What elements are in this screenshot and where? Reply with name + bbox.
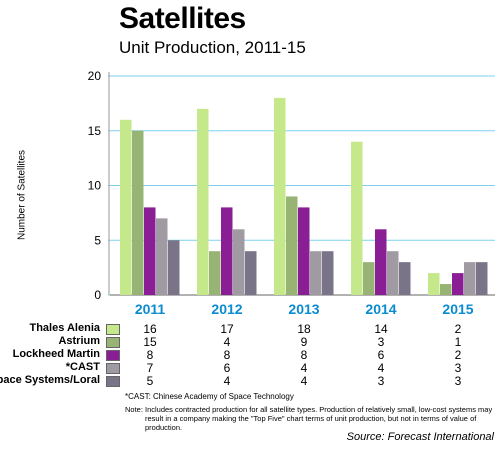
bar	[387, 251, 399, 295]
bar	[274, 97, 286, 296]
chart-subtitle: Unit Production, 2011-15	[119, 38, 306, 57]
table-cell: 3	[454, 374, 462, 388]
bar	[168, 240, 180, 295]
x-tick-label: 2015	[442, 301, 473, 317]
table-row: Thales Alenia 16 17 18 14 2	[0, 322, 500, 336]
bar	[428, 273, 440, 295]
bar	[476, 262, 488, 295]
bar	[375, 229, 387, 295]
table-cell: 1	[454, 335, 462, 349]
bar	[286, 196, 298, 295]
bar	[120, 119, 132, 295]
legend-swatch	[106, 376, 120, 387]
table-cell: 7	[146, 361, 154, 375]
table-cell: 4	[300, 361, 308, 375]
bar	[233, 229, 245, 295]
table-row: Astrium 15 4 9 3 1	[0, 335, 500, 349]
table-cell: 3	[377, 335, 385, 349]
table-cell: 3	[454, 361, 462, 375]
bar	[245, 251, 257, 295]
legend-swatch	[106, 350, 120, 361]
chart-title: Satellites	[119, 2, 246, 35]
table-cell: 16	[143, 322, 157, 336]
table-cell: 2	[454, 322, 462, 336]
table-cell: 4	[223, 374, 231, 388]
table-cell: 4	[300, 374, 308, 388]
legend-swatch	[106, 337, 120, 348]
bar	[399, 262, 411, 295]
note-label: Note:	[125, 405, 143, 414]
bar	[464, 262, 476, 295]
note: Note: Includes contracted production for…	[125, 405, 495, 432]
table-cell: 4	[223, 335, 231, 349]
x-tick-label: 2013	[288, 301, 319, 317]
legend-swatch	[106, 324, 120, 335]
y-tick-label: 15	[88, 124, 102, 138]
y-tick-label: 5	[94, 233, 101, 247]
legend-swatch	[106, 363, 120, 374]
table-cell: 5	[146, 374, 154, 388]
table-cell: 9	[300, 335, 308, 349]
bar	[209, 251, 221, 295]
table-cell: 3	[377, 374, 385, 388]
table-cell: 6	[377, 348, 385, 362]
table-row: *CAST 7 6 4 4 3	[0, 361, 500, 375]
legend-label: Thales Alenia	[29, 322, 100, 334]
table-row: Lockheed Martin 8 8 8 6 2	[0, 348, 500, 362]
bar	[144, 207, 156, 295]
bar	[156, 218, 168, 295]
x-tick-label: 2014	[365, 301, 396, 317]
footnote: *CAST: Chinese Academy of Space Technolo…	[125, 392, 294, 401]
table-cell: 15	[143, 335, 157, 349]
bar	[132, 130, 144, 295]
table-row: Space Systems/Loral 5 4 4 3 3	[0, 374, 500, 388]
x-tick-label: 2011	[135, 301, 166, 317]
bar	[298, 207, 310, 295]
bar	[363, 262, 375, 295]
table-cell: 4	[377, 361, 385, 375]
table-cell: 14	[374, 322, 388, 336]
bar-chart: 0 5 10 15 20 2011 2012 2013 2014 2015	[88, 69, 495, 317]
table-cell: 6	[223, 361, 231, 375]
y-tick-label: 0	[94, 288, 101, 302]
bar	[440, 284, 452, 295]
table-cell: 18	[297, 322, 311, 336]
legend-label: Astrium	[58, 335, 100, 347]
table-cell: 2	[454, 348, 462, 362]
source: Source: Forecast International	[346, 431, 494, 443]
table-cell: 8	[223, 348, 231, 362]
legend-label: Lockheed Martin	[12, 348, 100, 360]
legend-label: *CAST	[65, 361, 100, 373]
bar	[322, 251, 334, 295]
note-text: Includes contracted production for all s…	[145, 405, 493, 432]
table-cell: 8	[146, 348, 154, 362]
x-tick-label: 2012	[211, 301, 242, 317]
legend-label: Space Systems/Loral	[0, 374, 100, 386]
bar	[351, 141, 363, 295]
y-tick-label: 10	[88, 179, 102, 193]
bar	[197, 108, 209, 295]
bar	[452, 273, 464, 295]
y-tick-label: 20	[88, 69, 102, 83]
bar	[310, 251, 322, 295]
bar	[221, 207, 233, 295]
table-cell: 8	[300, 348, 308, 362]
table-cell: 17	[220, 322, 234, 336]
